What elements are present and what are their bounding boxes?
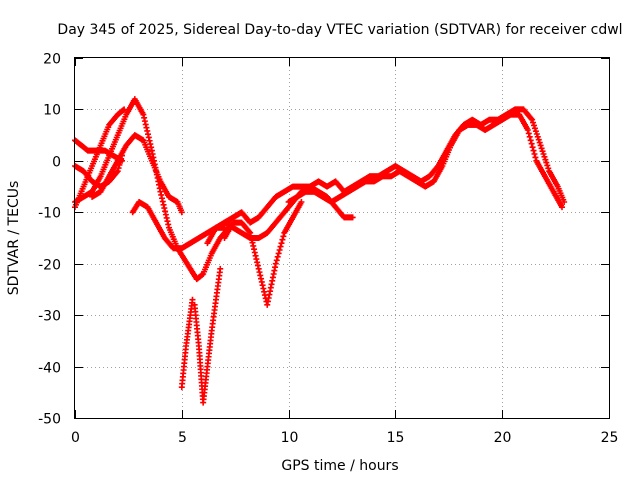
data-point bbox=[531, 122, 538, 129]
data-point bbox=[278, 240, 285, 247]
data-point bbox=[114, 168, 121, 175]
data-point bbox=[529, 116, 536, 123]
data-point bbox=[532, 154, 539, 161]
data-point bbox=[540, 151, 547, 157]
y-tick-label: -20 bbox=[38, 258, 61, 274]
series-track-h bbox=[178, 296, 196, 391]
data-point bbox=[525, 130, 532, 137]
data-point bbox=[246, 228, 253, 235]
data-point bbox=[349, 214, 356, 221]
data-point bbox=[178, 209, 185, 216]
data-point bbox=[277, 243, 284, 250]
chart-title: Day 345 of 2025, Sidereal Day-to-day VTE… bbox=[57, 22, 622, 38]
data-point bbox=[529, 144, 536, 151]
series-track-i bbox=[191, 265, 224, 406]
x-tick-label: 0 bbox=[71, 430, 80, 446]
data-point bbox=[272, 260, 279, 267]
data-point bbox=[537, 142, 544, 149]
data-point bbox=[530, 119, 537, 126]
series-track-b bbox=[72, 106, 128, 211]
data-point bbox=[280, 233, 287, 240]
data-point bbox=[545, 165, 552, 172]
data-point bbox=[524, 127, 531, 133]
series-track-c bbox=[72, 137, 125, 164]
data-point bbox=[189, 296, 196, 303]
data-point bbox=[535, 136, 542, 143]
data-point bbox=[538, 145, 545, 152]
y-tick-label: 0 bbox=[52, 155, 61, 171]
x-tick-label: 10 bbox=[281, 430, 299, 446]
x-axis-label: GPS time / hours bbox=[281, 458, 398, 474]
data-point bbox=[543, 159, 550, 166]
grid-lines bbox=[75, 58, 609, 418]
y-tick-label: -10 bbox=[38, 206, 61, 222]
y-tick-label: -50 bbox=[38, 412, 61, 428]
x-axis-ticks: 0 5 10 15 20 25 bbox=[71, 58, 618, 446]
data-point bbox=[279, 236, 286, 243]
data-point bbox=[531, 125, 538, 132]
series-track-e bbox=[89, 132, 185, 216]
data-point bbox=[121, 106, 128, 113]
data-point bbox=[544, 162, 551, 169]
data-point bbox=[559, 204, 566, 211]
data-point bbox=[536, 139, 543, 146]
data-point bbox=[539, 148, 546, 155]
x-tick-label: 5 bbox=[178, 430, 187, 446]
x-tick-label: 20 bbox=[494, 430, 512, 446]
data-point bbox=[528, 115, 535, 122]
y-tick-label: -30 bbox=[38, 309, 61, 325]
data-point bbox=[298, 199, 305, 205]
data-point bbox=[541, 153, 548, 160]
data-point bbox=[526, 133, 533, 140]
x-tick-label: 25 bbox=[601, 430, 619, 446]
y-tick-label: 10 bbox=[43, 103, 61, 119]
series-track-l bbox=[221, 183, 313, 226]
data-point bbox=[534, 133, 541, 140]
data-point bbox=[528, 140, 535, 147]
y-axis-ticks: -50 -40 -30 -20 -10 0 10 20 bbox=[38, 52, 609, 428]
x-tick-label: 15 bbox=[387, 430, 405, 446]
data-point bbox=[533, 131, 540, 137]
series-track-n bbox=[306, 106, 568, 205]
data-point bbox=[275, 250, 282, 257]
data-point bbox=[273, 257, 280, 264]
y-tick-label: -40 bbox=[38, 361, 61, 377]
data-point bbox=[532, 128, 539, 135]
data-point bbox=[561, 199, 568, 205]
data-point bbox=[274, 253, 281, 260]
data-point bbox=[217, 265, 224, 272]
data-points bbox=[72, 96, 568, 406]
data-point bbox=[531, 151, 538, 157]
y-axis-label: SDTVAR / TECUs bbox=[6, 181, 22, 296]
y-tick-label: 20 bbox=[43, 52, 61, 68]
data-point bbox=[530, 147, 537, 154]
data-point bbox=[527, 137, 534, 144]
plot-frame bbox=[74, 57, 610, 419]
data-point bbox=[542, 156, 549, 163]
data-point bbox=[276, 247, 283, 253]
data-point bbox=[113, 169, 120, 176]
